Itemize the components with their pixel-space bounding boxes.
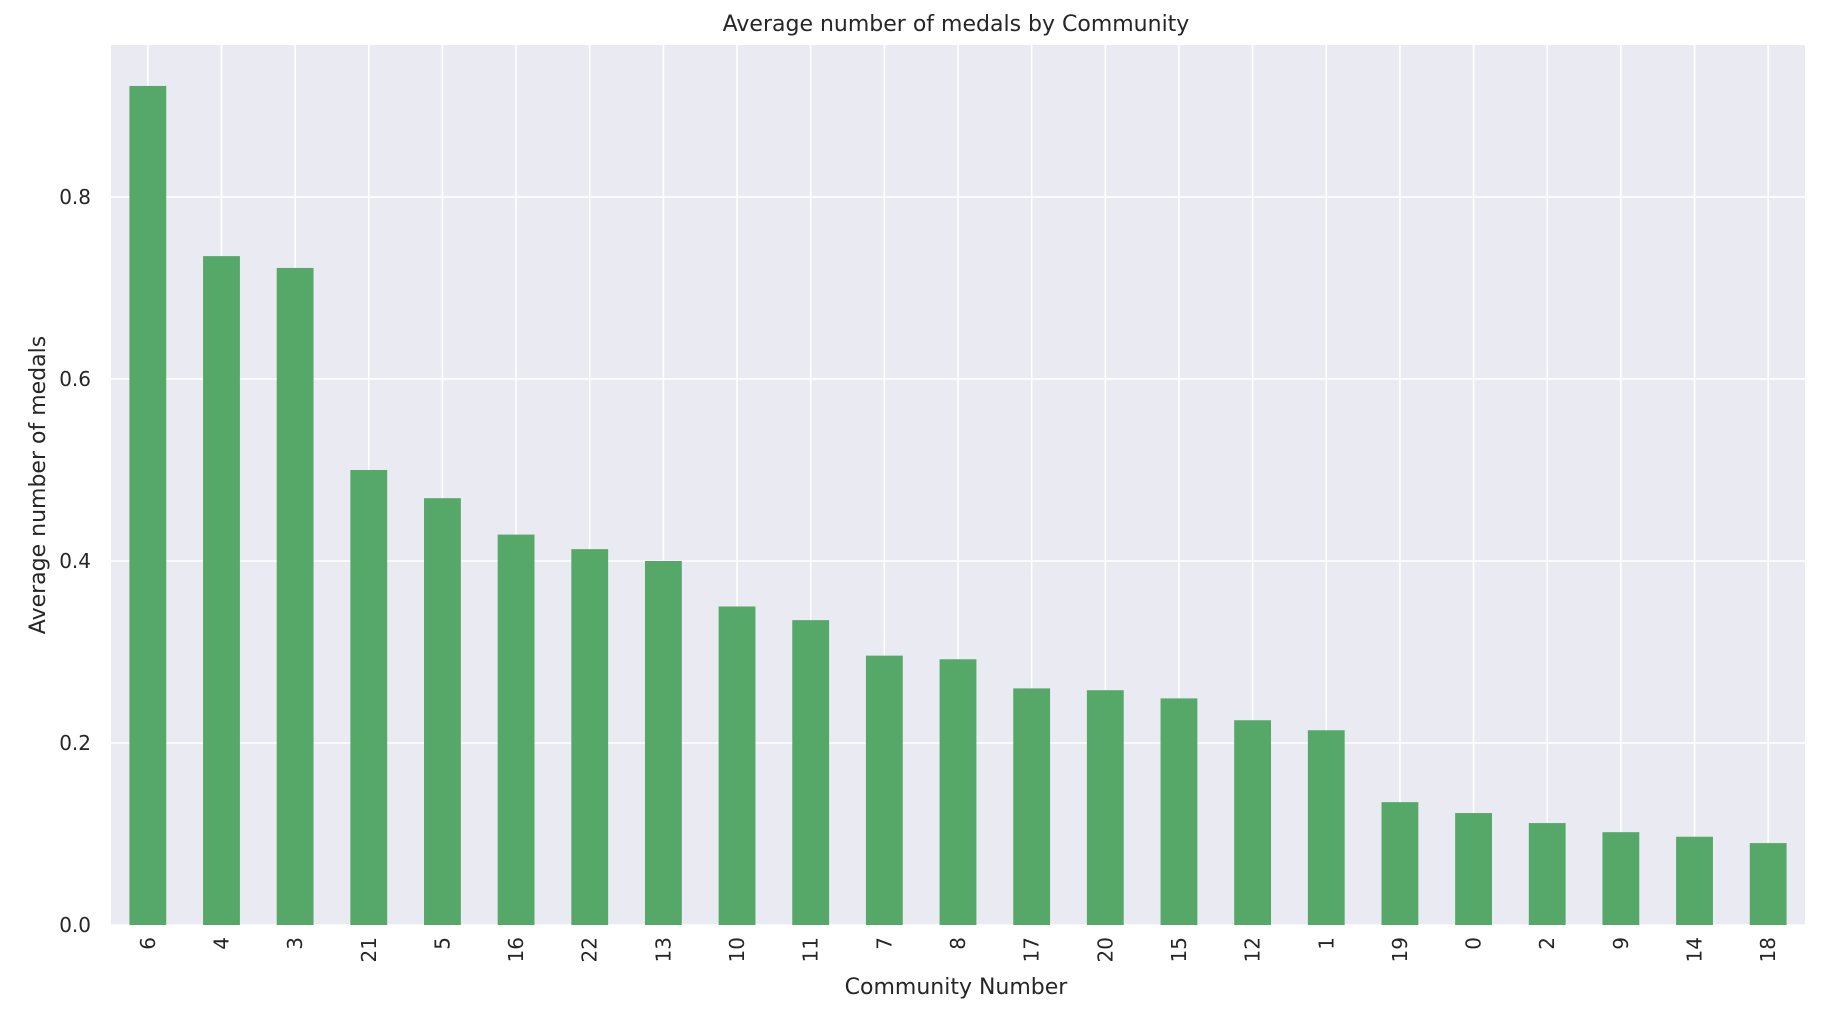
bar-community-11	[792, 620, 830, 925]
x-tick-label: 15	[1167, 937, 1191, 962]
x-tick-label: 18	[1756, 937, 1780, 962]
bar-community-7	[865, 655, 903, 925]
x-tick-label: 13	[651, 937, 675, 962]
bar-community-5	[424, 498, 461, 925]
bar-community-13	[644, 560, 682, 925]
bar-community-3	[276, 267, 314, 925]
x-tick-label: 3	[283, 937, 307, 950]
y-axis-label: Average number of medals	[26, 336, 51, 634]
bar-community-0	[1455, 813, 1492, 925]
x-tick-label: 19	[1388, 937, 1412, 962]
bar-community-21	[350, 469, 388, 925]
x-tick-label: 14	[1683, 937, 1707, 962]
y-tick-label: 0.0	[59, 913, 91, 937]
y-tick-labels: 0.0 0.2 0.4 0.6 0.8	[59, 185, 91, 937]
bar-community-9	[1602, 832, 1640, 925]
x-tick-label: 9	[1609, 937, 1633, 950]
x-tick-label: 20	[1093, 937, 1117, 962]
x-tick-labels: 6 4 3 21 5 16 22 13 10 11 7 8 17 20 15 12 1 19 0 2 9 14 18	[136, 937, 1780, 962]
bar-community-19	[1381, 802, 1419, 925]
bar-community-17	[1013, 688, 1051, 925]
bar-community-15	[1160, 698, 1198, 925]
x-tick-label: 0	[1462, 937, 1486, 950]
y-tick-label: 0.6	[59, 367, 91, 391]
bar-community-4	[203, 256, 240, 925]
x-tick-label: 17	[1020, 937, 1044, 962]
x-tick-label: 21	[357, 937, 381, 962]
bar-community-8	[939, 659, 977, 925]
x-tick-label: 1	[1314, 937, 1338, 950]
y-tick-label: 0.4	[59, 549, 91, 573]
bar-community-22	[571, 549, 609, 925]
bar-community-14	[1676, 836, 1713, 925]
bar-community-10	[718, 606, 756, 925]
y-tick-label: 0.2	[59, 731, 91, 755]
x-axis-label: Community Number	[845, 975, 1069, 1000]
x-tick-label: 5	[430, 937, 454, 950]
chart-title: Average number of medals by Community	[723, 12, 1190, 37]
x-tick-label: 11	[799, 937, 823, 962]
x-tick-label: 2	[1535, 937, 1559, 950]
bar-community-1	[1307, 730, 1345, 925]
bar-community-16	[497, 534, 535, 925]
bar-community-20	[1086, 690, 1124, 925]
x-tick-label: 4	[209, 937, 233, 950]
bar-community-6	[129, 85, 167, 925]
x-tick-label: 8	[946, 937, 970, 950]
x-tick-label: 12	[1241, 937, 1265, 962]
bar-community-2	[1528, 823, 1566, 925]
y-tick-label: 0.8	[59, 185, 91, 209]
x-tick-label: 10	[725, 937, 749, 962]
bars	[129, 85, 1787, 925]
x-tick-label: 22	[578, 937, 602, 962]
x-tick-label: 7	[872, 937, 896, 950]
x-tick-label: 6	[136, 937, 160, 950]
bar-community-18	[1749, 843, 1787, 925]
bar-community-12	[1234, 720, 1272, 925]
x-tick-label: 16	[504, 937, 528, 962]
